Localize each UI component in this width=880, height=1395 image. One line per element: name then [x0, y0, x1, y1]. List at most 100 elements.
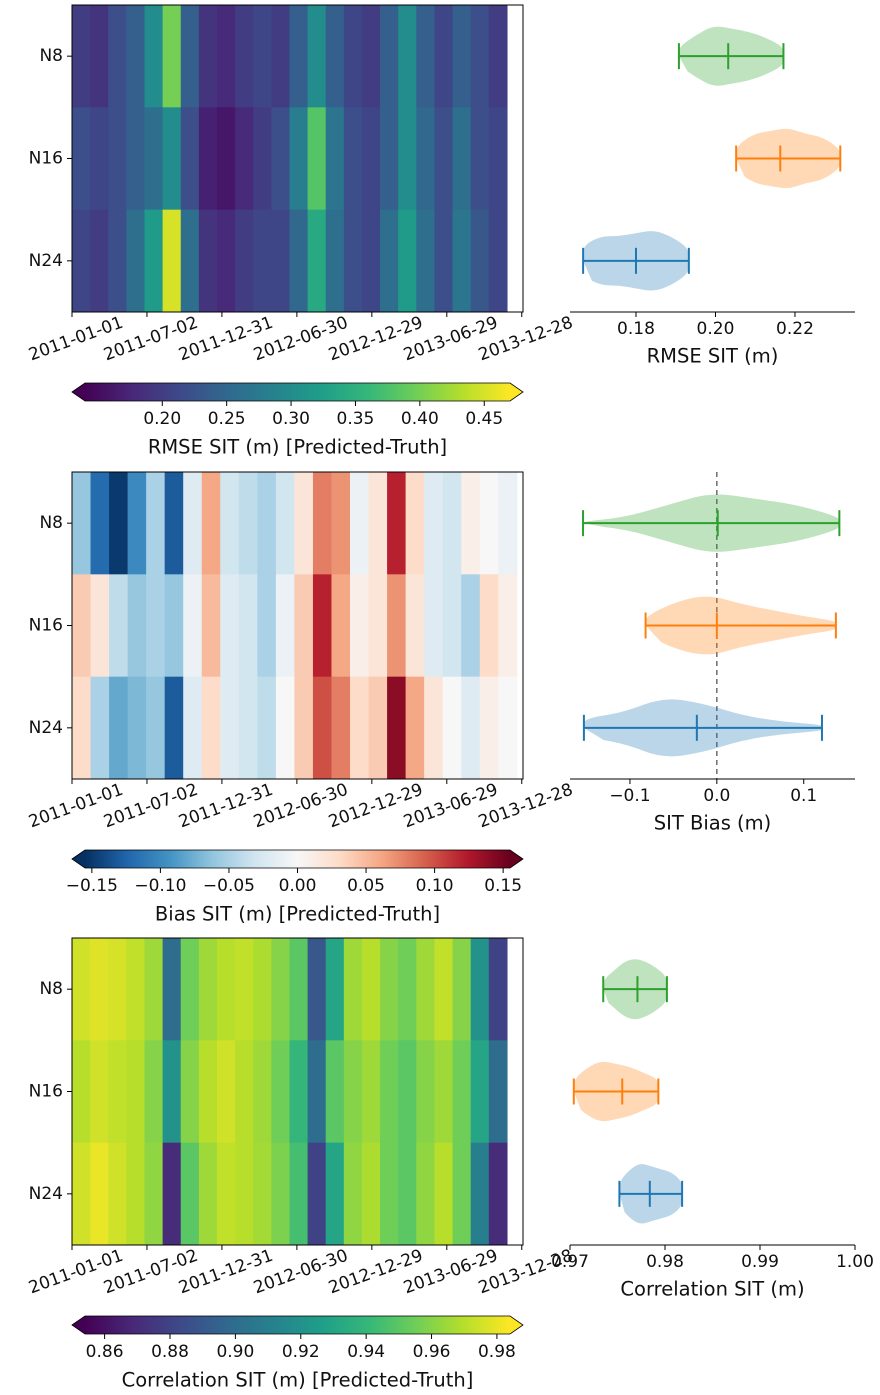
heat-cell	[307, 5, 327, 108]
heat-cell	[90, 107, 109, 211]
heat-cell	[72, 574, 92, 678]
heat-cell	[470, 1040, 490, 1144]
heat-cell	[183, 472, 203, 575]
colorbar-tick-label: 0.96	[413, 1342, 451, 1362]
heat-cell	[325, 1040, 345, 1144]
heat-cell	[361, 938, 381, 1041]
heat-cell	[90, 1142, 109, 1246]
heat-cell	[387, 676, 407, 780]
colorbar-extend	[72, 850, 85, 868]
heat-cell	[146, 676, 166, 780]
heat-cell	[380, 5, 399, 108]
heat-cell	[325, 107, 345, 211]
heat-cell	[361, 1142, 381, 1246]
heat-cell	[470, 1142, 490, 1246]
heat-cell	[452, 107, 472, 211]
colorbar	[85, 1316, 510, 1334]
y-tick-label: N24	[29, 251, 63, 271]
heat-cell	[442, 676, 462, 780]
heat-cell	[72, 938, 91, 1041]
heat-cell	[498, 676, 518, 780]
heat-cell	[387, 472, 407, 575]
heat-cell	[380, 1142, 399, 1246]
heat-cell	[72, 209, 91, 313]
heat-cell	[109, 574, 129, 678]
heat-cell	[416, 209, 436, 313]
heat-cell	[380, 107, 399, 211]
colorbar-extend	[510, 850, 523, 868]
colorbar-outline	[71, 1315, 524, 1335]
heat-cell	[238, 676, 258, 780]
heat-cell	[368, 472, 388, 575]
colorbar-tick-label: 0.86	[86, 1342, 124, 1362]
heat-cell	[162, 209, 182, 313]
heat-cell	[144, 209, 164, 313]
heat-cell	[488, 1142, 508, 1246]
heat-cell	[398, 1040, 417, 1144]
heat-cell	[325, 938, 345, 1041]
heat-cell	[162, 1040, 182, 1144]
colorbar-tick-label: −0.05	[203, 876, 255, 896]
heat-cell	[146, 472, 166, 575]
colorbar-extend	[72, 1316, 85, 1334]
colorbar-outline	[71, 382, 524, 402]
heat-cell	[387, 574, 407, 678]
heat-cell	[127, 472, 147, 575]
heat-cell	[126, 107, 146, 211]
heat-cell	[452, 1040, 472, 1144]
colorbar	[85, 850, 510, 868]
heat-cell	[275, 676, 296, 780]
heat-cell	[479, 676, 499, 780]
heat-cell	[90, 676, 110, 780]
heat-cell	[235, 1040, 254, 1144]
heat-cell	[183, 676, 203, 780]
heat-cell	[452, 1142, 472, 1246]
heat-cell	[271, 107, 291, 211]
heat-cell	[442, 472, 462, 575]
colorbar-tick-label: 0.88	[151, 1342, 189, 1362]
x-axis-label: RMSE SIT (m)	[647, 345, 779, 368]
heat-cell	[253, 209, 272, 313]
heat-cell	[289, 1142, 309, 1246]
x-tick-label: 0.99	[741, 1252, 779, 1272]
heat-cell	[90, 1040, 109, 1144]
heat-cell	[416, 1040, 436, 1144]
colorbar-outline	[71, 849, 524, 869]
heat-cell	[289, 1040, 309, 1144]
heat-cell	[488, 209, 508, 313]
heat-cell	[216, 1142, 236, 1246]
heat-cell	[312, 472, 333, 575]
colorbar-tick-label: 0.10	[416, 876, 454, 896]
heat-cell	[405, 676, 425, 780]
heat-cell	[479, 472, 499, 575]
heat-cell	[343, 938, 363, 1041]
heat-cell	[144, 938, 164, 1041]
heat-cell	[380, 1040, 399, 1144]
heat-cell	[164, 574, 184, 678]
heat-cell	[350, 676, 370, 780]
x-tick-label: 0.22	[776, 319, 814, 339]
heat-cell	[180, 209, 200, 313]
heat-cell	[416, 938, 436, 1041]
heat-cell	[238, 472, 258, 575]
heat-cell	[461, 472, 481, 575]
colorbar-extend	[72, 383, 85, 401]
heat-cell	[398, 107, 417, 211]
heat-cell	[343, 1040, 363, 1144]
y-tick-label: N8	[39, 979, 63, 999]
heat-cell	[144, 1142, 164, 1246]
heat-cell	[126, 5, 146, 108]
heat-cell	[479, 574, 499, 678]
heat-cell	[201, 472, 221, 575]
heat-cell	[126, 1040, 146, 1144]
heat-cell	[220, 472, 240, 575]
heat-cell	[198, 938, 218, 1041]
heat-cell	[271, 938, 291, 1041]
heat-cell	[257, 676, 277, 780]
heat-cell	[294, 676, 314, 780]
heat-cell	[127, 676, 147, 780]
heat-cell	[271, 1040, 291, 1144]
heat-cell	[72, 1040, 91, 1144]
heat-cell	[498, 574, 518, 678]
